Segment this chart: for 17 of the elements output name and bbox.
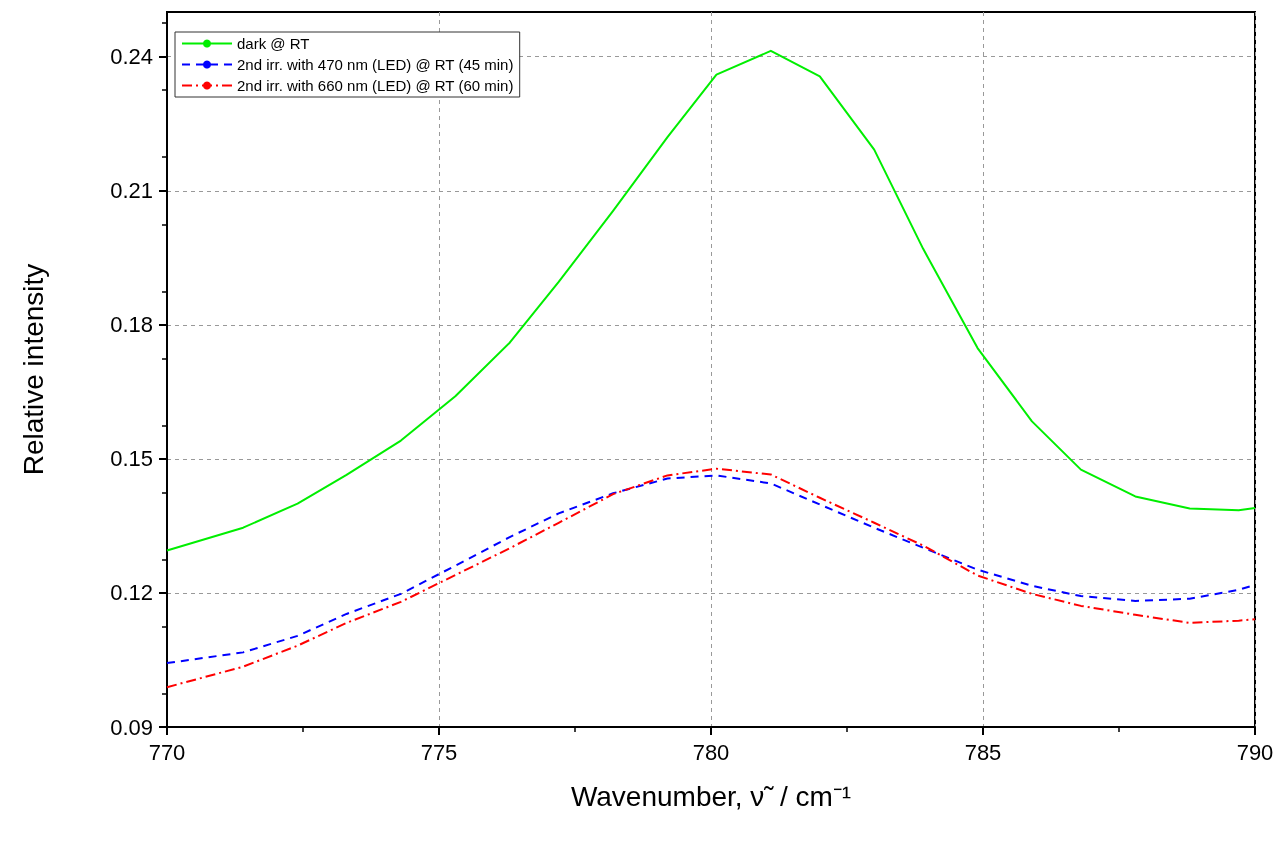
x-tick-label: 780 (692, 739, 730, 765)
legend-label: 2nd irr. with 470 nm (LED) @ RT (45 min) (237, 56, 514, 73)
y-tick-label: 0.09 (110, 714, 153, 740)
y-axis-title: Relative intensity (17, 263, 49, 476)
x-tick-label: 770 (148, 739, 186, 765)
y-tick-label: 0.12 (110, 580, 153, 606)
x-tick-label: 775 (420, 739, 458, 765)
y-tick-label: 0.18 (110, 312, 153, 338)
x-tick-label: 790 (1236, 739, 1274, 765)
legend-label: 2nd irr. with 660 nm (LED) @ RT (60 min) (237, 77, 514, 94)
line-series (166, 49, 1256, 552)
x-tick-label: 785 (964, 739, 1002, 765)
y-tick-label: 0.15 (110, 446, 153, 472)
y-tick-label: 0.21 (110, 178, 153, 204)
y-tick-label: 0.24 (110, 44, 153, 70)
legend-label: dark @ RT (237, 35, 310, 52)
x-axis-title: Wavenumber, ν̃ / cm⁻¹ (570, 780, 852, 812)
